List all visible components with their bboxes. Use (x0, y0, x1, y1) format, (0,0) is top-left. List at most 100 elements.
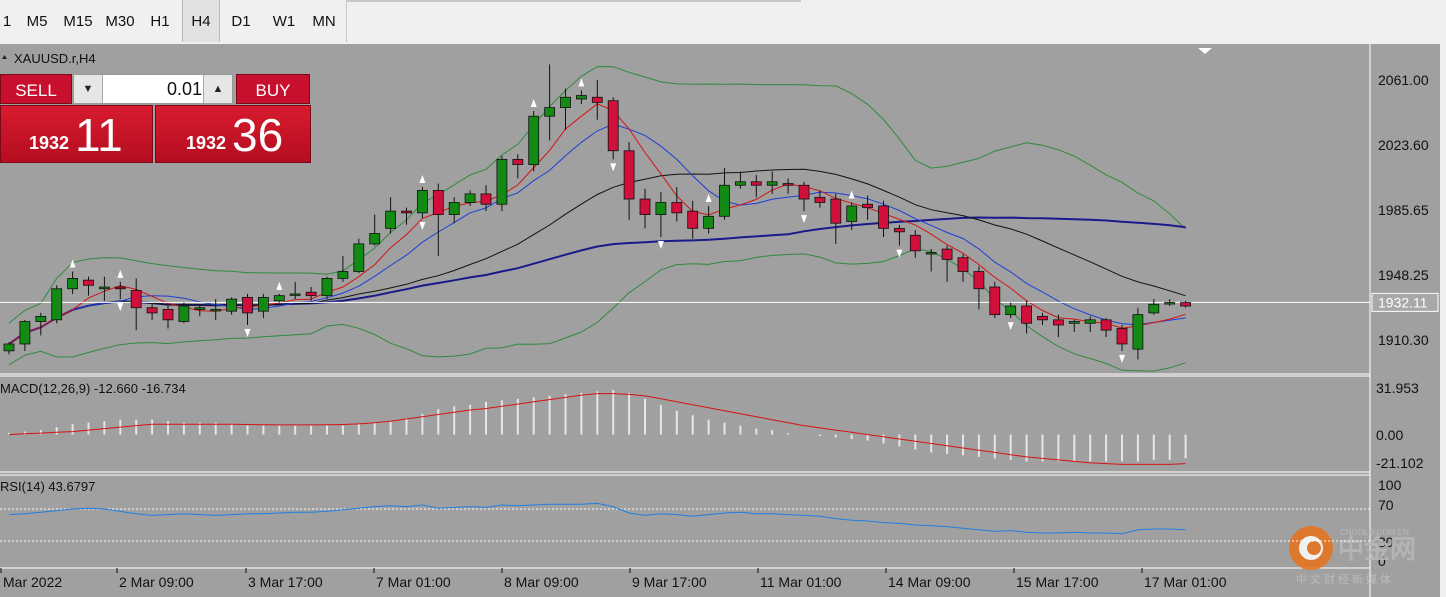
chart-canvas[interactable]: XAUUSD.r,H4 2061.00 2023.60 1985.65 1948… (0, 44, 1446, 597)
fractal-up-arrow (117, 269, 124, 278)
timeframe-d1[interactable]: D1 (231, 13, 251, 30)
bear-candle (432, 190, 444, 215)
bull-candle (846, 205, 858, 222)
time-axis-label: 17 Mar 01:00 (1144, 574, 1227, 590)
bear-candle (989, 286, 1001, 316)
price-axis-label: 1948.25 (1378, 267, 1429, 283)
bull-candle (703, 215, 714, 229)
rsi-axis-label: 30 (1378, 534, 1394, 550)
bear-candle (480, 193, 492, 205)
time-axis-label: 15 Mar 17:00 (1016, 574, 1099, 590)
bear-candle (1037, 315, 1048, 321)
bull-candle (35, 315, 47, 322)
macd-label: MACD(12,26,9) -12.660 -16.734 (0, 381, 186, 396)
bear-candle (814, 196, 826, 203)
macd-axis-label: -21.102 (1376, 455, 1424, 471)
bear-candle (909, 234, 921, 252)
fractal-down-arrow (117, 303, 124, 312)
bear-candle (830, 198, 842, 224)
lot-size-input[interactable]: ▼ 0.01 ▲ (73, 74, 233, 104)
bear-candle (782, 183, 794, 186)
watermark-url: CNGOLD.COM.CN (1340, 528, 1409, 537)
bull-candle (337, 271, 349, 279)
lot-increase-button[interactable]: ▲ (203, 75, 232, 103)
time-axis-label: 2 Mar 09:00 (119, 574, 194, 590)
lot-decrease-button[interactable]: ▼ (74, 75, 103, 103)
fractal-down-arrow (610, 163, 617, 172)
watermark-name: 中金网 (1338, 534, 1416, 564)
price-axis-label: 1985.65 (1378, 202, 1429, 218)
window-right-edge (1440, 44, 1446, 597)
bear-candle (973, 271, 985, 290)
sell-button[interactable]: SELL (0, 74, 72, 104)
fractal-up-arrow (578, 78, 585, 87)
macd-axis-label: 0.00 (1376, 427, 1403, 443)
buy-price-small: 1932 (186, 133, 227, 153)
bull-candle (51, 288, 63, 321)
bull-candle (19, 321, 31, 345)
bear-candle (878, 205, 889, 229)
rsi-axis-label: 100 (1378, 477, 1402, 493)
bull-candle (321, 278, 333, 297)
fractal-down-arrow (1119, 354, 1125, 363)
one-click-trading-panel: SELL ▼ 0.01 ▲ BUY 1932 11 1932 36 (0, 74, 312, 163)
ma-mid-line (8, 168, 1186, 345)
bear-candle (146, 307, 158, 314)
timeframe-m30[interactable]: M30 (105, 13, 135, 30)
ma-fast-blue-line (8, 123, 1186, 345)
buy-price-button[interactable]: 1932 36 (155, 105, 311, 163)
bear-candle (305, 291, 317, 297)
time-axis-label: 8 Mar 09:00 (504, 574, 579, 590)
lot-size-value[interactable]: 0.01 (166, 79, 202, 99)
rsi-axis-label: 70 (1378, 497, 1394, 513)
bear-candle (114, 286, 126, 290)
bull-candle (194, 307, 206, 310)
bull-candle (448, 202, 460, 215)
timeframe-h4[interactable]: H4 (182, 0, 220, 42)
chart-shift-marker[interactable] (1198, 48, 1212, 54)
bull-candle (719, 184, 730, 217)
timeframe-m15[interactable]: M15 (63, 13, 93, 30)
price-axis-label: 1910.30 (1378, 332, 1429, 348)
fractal-down-arrow (657, 241, 664, 250)
time-axis-label: 11 Mar 01:00 (760, 574, 842, 590)
bollinger-upper-band (8, 66, 1186, 324)
bear-candle (83, 279, 94, 286)
bull-candle (210, 309, 222, 312)
rsi-axis-label: 0 (1378, 553, 1386, 569)
timeframe-1[interactable]: 1 (2, 13, 12, 30)
timeframe-w1[interactable]: W1 (272, 13, 296, 30)
toolbar-edge (346, 0, 801, 2)
current-price-label: 1932.11 (1378, 294, 1428, 310)
buy-button[interactable]: BUY (236, 74, 310, 104)
watermark-logo-core (1307, 541, 1321, 555)
timeframe-h1[interactable]: H1 (150, 13, 170, 30)
timeframe-mn[interactable]: MN (312, 13, 336, 30)
bull-candle (226, 298, 238, 312)
fractal-up-arrow (419, 174, 426, 183)
bear-candle (591, 96, 603, 103)
bear-candle (1100, 319, 1112, 331)
fractal-up-arrow (530, 99, 537, 108)
bear-candle (1021, 305, 1032, 324)
bull-candle (1005, 305, 1017, 316)
fractal-up-arrow (276, 281, 283, 290)
fractal-down-arrow (419, 222, 426, 231)
time-axis-label: 7 Mar 01:00 (376, 574, 451, 590)
time-axis-label: 14 Mar 09:00 (888, 574, 971, 590)
bull-candle (464, 193, 476, 203)
bear-candle (671, 202, 683, 214)
fractal-up-arrow (705, 193, 712, 202)
timeframe-m5[interactable]: M5 (26, 13, 48, 30)
symbol-arrow-icon (2, 55, 7, 59)
bull-candle (67, 278, 78, 290)
fractal-down-arrow (801, 215, 807, 224)
timeframe-toolbar: 1 M5 M15 M30 H1 H4 D1 W1 MN (0, 0, 1446, 45)
time-axis: Mar 2022 2 Mar 09:00 3 Mar 17:00 7 Mar 01:0… (0, 568, 1227, 590)
bull-candle (735, 181, 746, 186)
bull-candle (289, 293, 301, 296)
bull-candle (655, 202, 667, 215)
bull-candle (257, 296, 269, 312)
sell-price-button[interactable]: 1932 11 (0, 105, 153, 163)
bull-candle (925, 252, 937, 255)
